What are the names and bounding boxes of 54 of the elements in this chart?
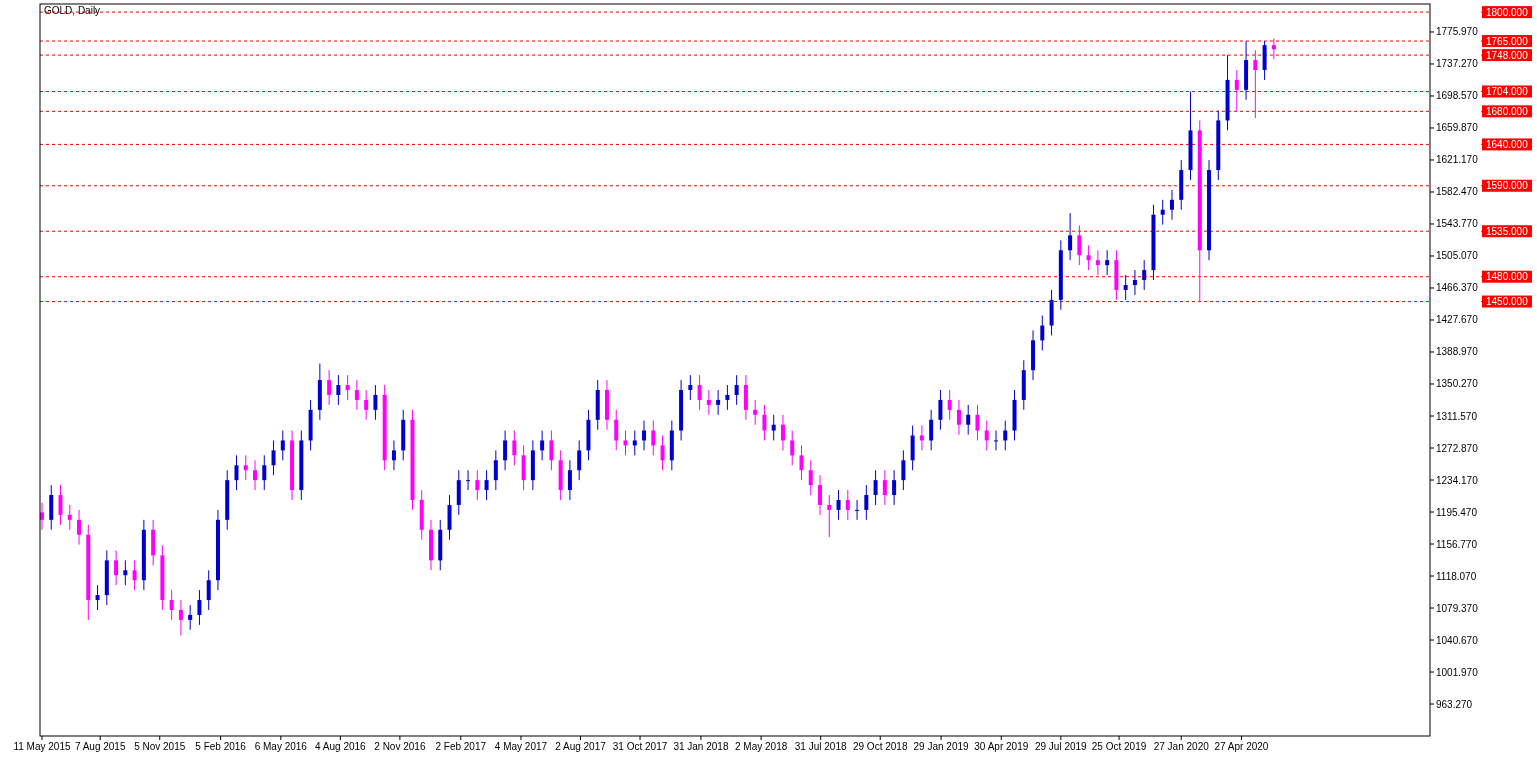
ref-line-label: 1680.000 [1486, 105, 1529, 117]
y-tick-label: 1466.370 [1436, 282, 1479, 294]
y-tick-label: 1118.070 [1436, 570, 1477, 582]
y-tick-label: 1659.870 [1436, 122, 1479, 134]
ref-line-label: 1704.000 [1486, 85, 1529, 97]
x-tick-label: 29 Oct 2018 [852, 741, 908, 752]
ref-line-label: 1748.000 [1486, 49, 1529, 61]
y-tick-label: 1195.470 [1436, 506, 1478, 518]
x-tick-label: 31 Oct 2017 [612, 741, 668, 752]
x-tick-label: 2 Nov 2016 [374, 741, 426, 752]
y-tick-label: 1079.370 [1436, 602, 1479, 614]
y-tick-label: 1311.570 [1436, 410, 1478, 422]
x-tick-label: 6 May 2016 [254, 741, 308, 752]
y-tick-label: 1272.870 [1436, 442, 1479, 454]
y-tick-label: 1505.070 [1436, 250, 1479, 262]
ref-line-label: 1640.000 [1486, 138, 1529, 150]
x-tick-label: 5 Nov 2015 [134, 741, 186, 752]
y-tick-label: 1427.670 [1436, 314, 1479, 326]
x-tick-label: 27 Apr 2020 [1214, 741, 1269, 752]
x-tick-label: 2 Aug 2017 [555, 741, 607, 752]
x-tick-label: 4 May 2017 [494, 741, 548, 752]
x-tick-label: 2 Feb 2017 [435, 741, 487, 752]
ref-line-label: 1765.000 [1486, 35, 1529, 47]
x-tick-label: 7 Aug 2015 [74, 741, 126, 752]
y-tick-label: 1621.170 [1436, 154, 1479, 166]
x-tick-label: 29 Jan 2019 [913, 741, 970, 752]
x-tick-label: 25 Oct 2019 [1091, 741, 1147, 752]
ref-line-label: 1535.000 [1486, 225, 1529, 237]
x-tick-label: 11 May 2015 [13, 741, 71, 752]
y-tick-label: 1234.170 [1436, 474, 1479, 486]
ref-line-label: 1800.000 [1486, 6, 1529, 18]
x-tick-label: 5 Feb 2016 [195, 741, 247, 752]
y-tick-label: 1350.270 [1436, 378, 1479, 390]
y-tick-label: 1543.770 [1436, 218, 1479, 230]
ref-line-label: 1480.000 [1486, 271, 1529, 283]
y-tick-label: 1582.470 [1436, 186, 1479, 198]
y-tick-label: 1698.570 [1436, 90, 1479, 102]
x-tick-label: 27 Jan 2020 [1153, 741, 1210, 752]
y-tick-label: 1737.270 [1436, 58, 1479, 70]
y-tick-label: 1001.970 [1436, 666, 1479, 678]
x-tick-label: 31 Jan 2018 [673, 741, 729, 752]
y-tick-label: 1156.770 [1436, 538, 1478, 550]
x-tick-label: 4 Aug 2016 [315, 741, 367, 752]
y-tick-label: 1775.970 [1436, 26, 1479, 38]
x-tick-label: 2 May 2018 [735, 741, 788, 752]
ref-line-label: 1590.000 [1486, 180, 1529, 192]
x-tick-label: 29 Jul 2019 [1034, 741, 1088, 752]
y-tick-label: 963.270 [1436, 698, 1473, 710]
chart-title: GOLD, Daily [44, 5, 101, 16]
ref-line-label: 1450.000 [1486, 296, 1529, 308]
x-tick-label: 30 Apr 2019 [974, 741, 1029, 752]
x-tick-label: 31 Jul 2018 [794, 741, 847, 752]
y-tick-label: 1040.670 [1436, 634, 1479, 646]
y-tick-label: 1388.970 [1436, 346, 1479, 358]
